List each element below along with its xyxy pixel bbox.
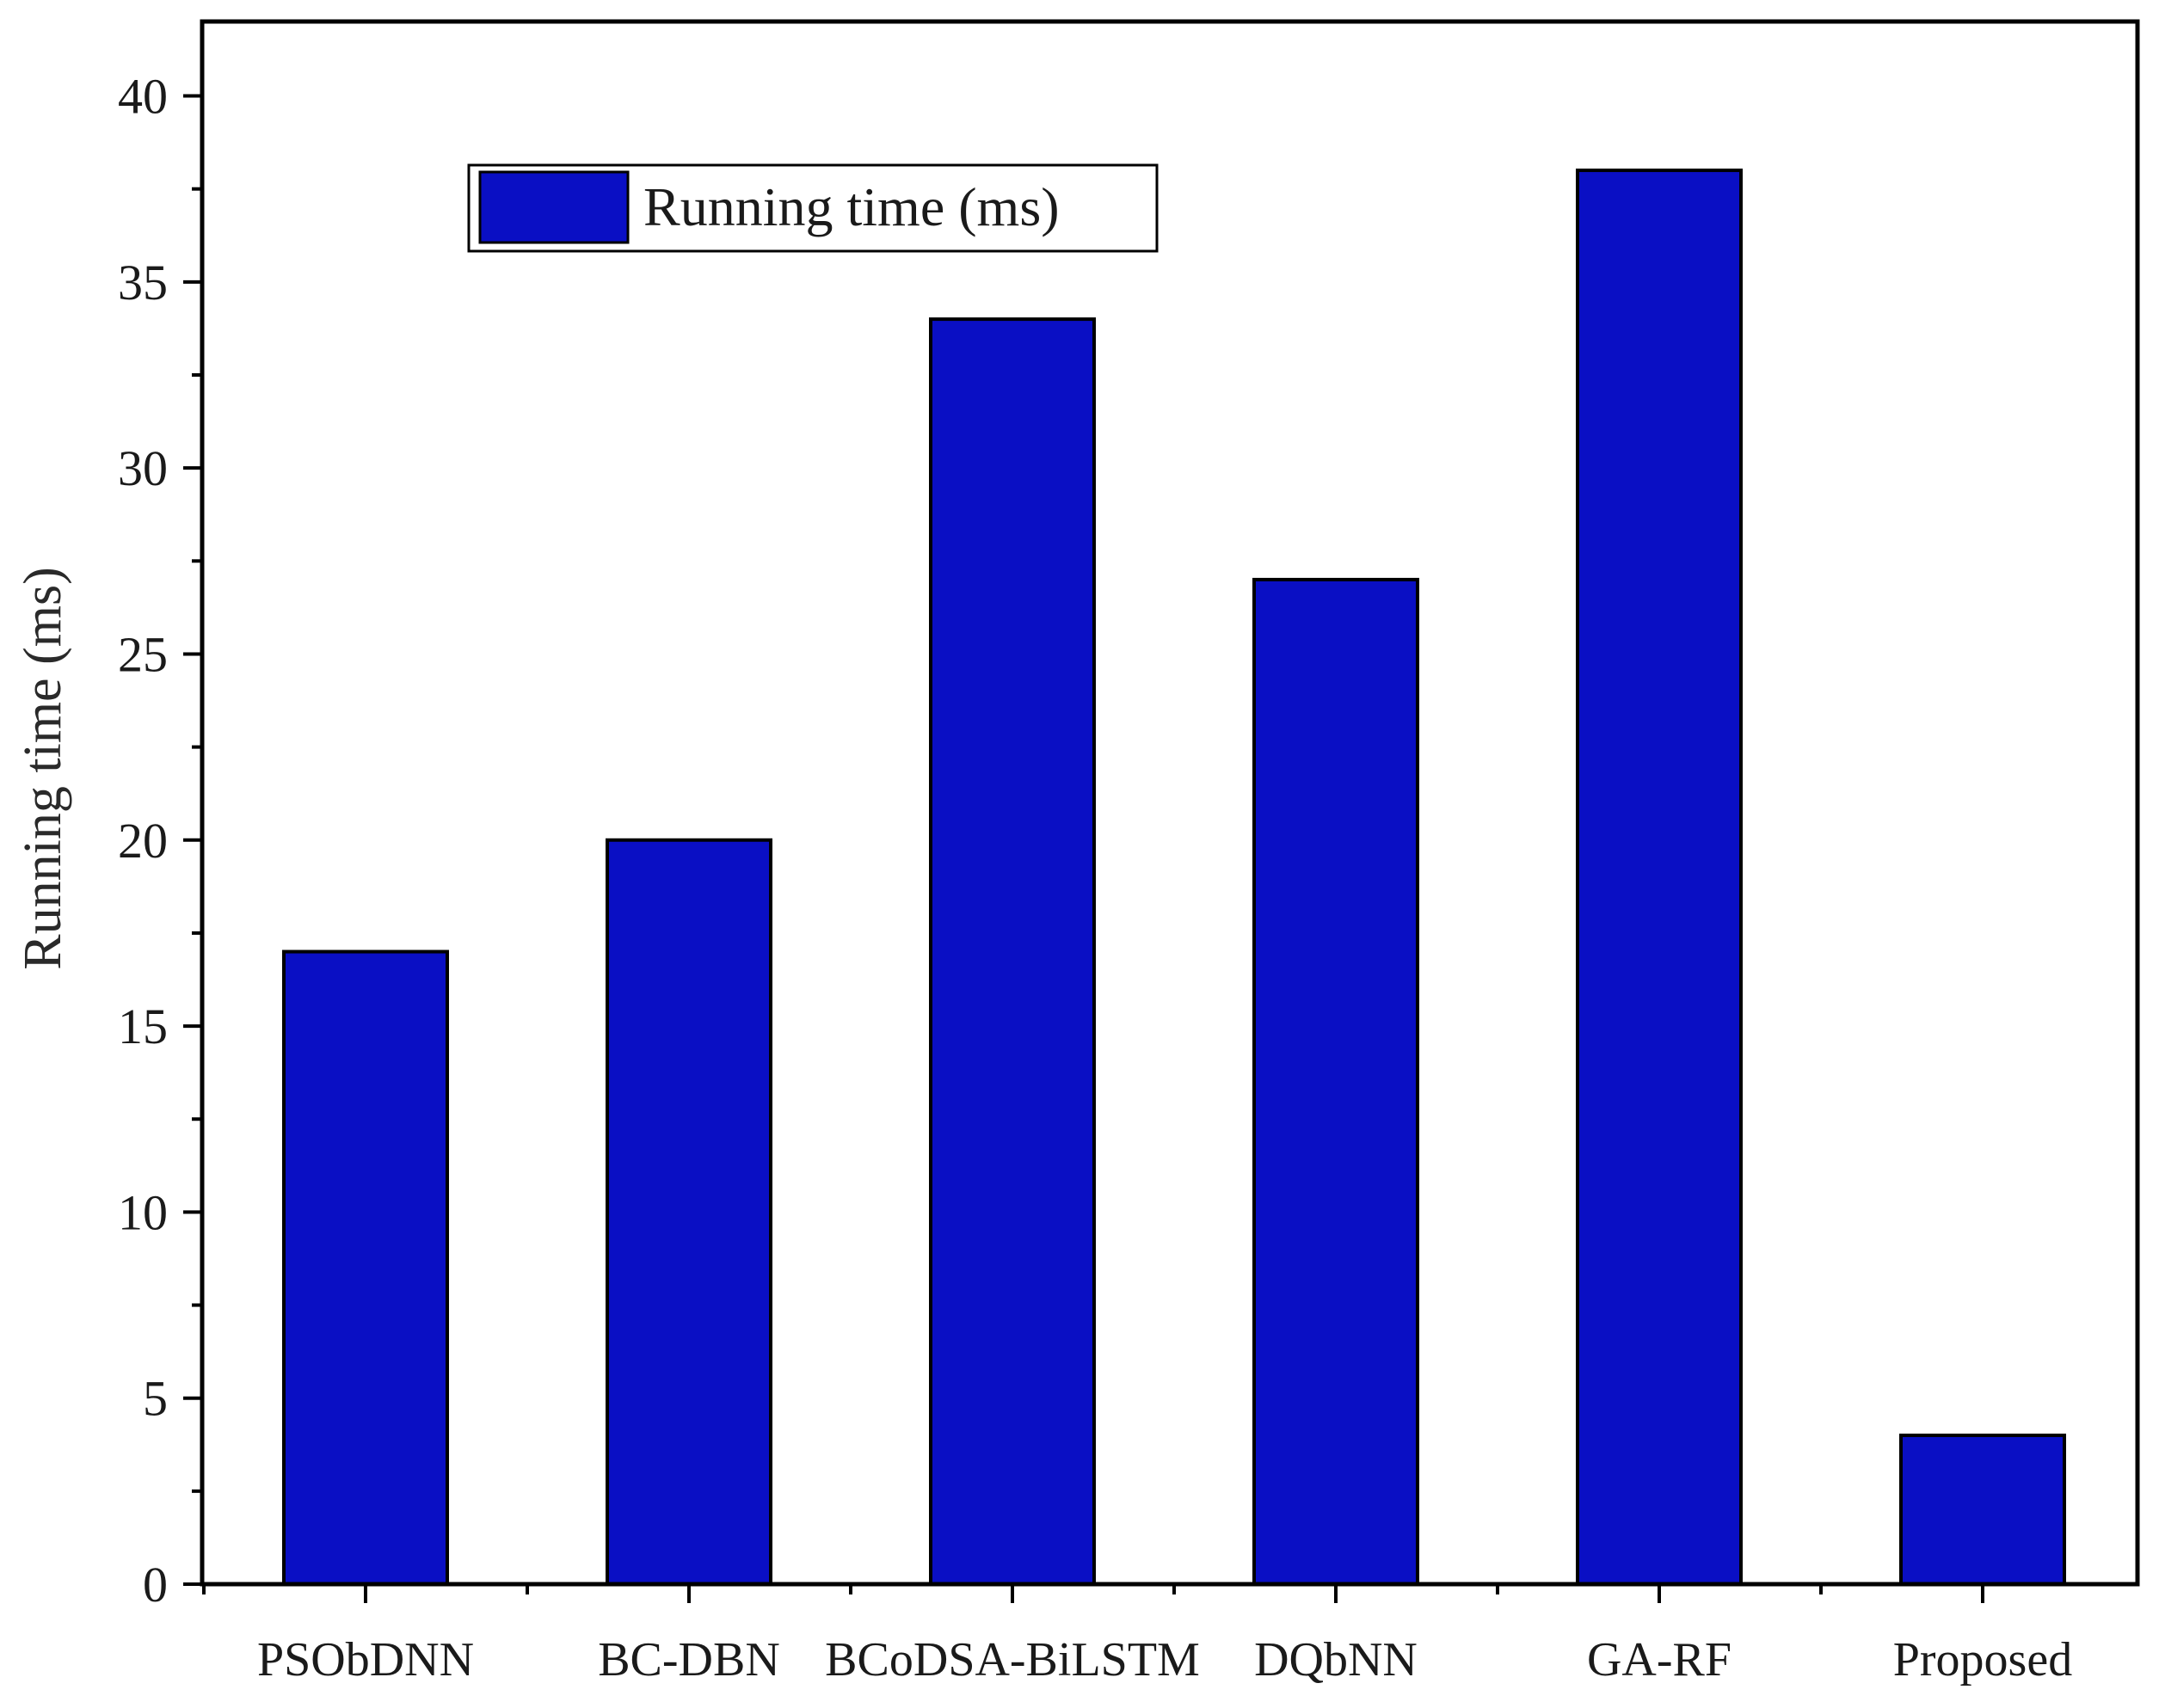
y-tick-label: 25 — [118, 626, 168, 682]
x-tick-label: PSObDNN — [257, 1633, 474, 1686]
legend-label: Running time (ms) — [643, 176, 1060, 237]
bar-dqbnn — [1252, 577, 1419, 1586]
legend-swatch — [478, 170, 630, 244]
bar-bc-dbn — [606, 838, 772, 1586]
y-axis-title: Running time (ms) — [14, 567, 72, 969]
x-tick-label: BCoDSA-BiLSTM — [825, 1633, 1200, 1686]
bar-ga-rf — [1576, 169, 1743, 1587]
legend: Running time (ms) — [467, 163, 1159, 253]
bars — [282, 169, 2066, 1587]
y-tick-label: 15 — [118, 998, 168, 1054]
x-tick-label: BC-DBN — [598, 1633, 780, 1686]
y-tick-label: 30 — [118, 440, 168, 496]
x-axis-ticks: PSObDNN BC-DBN BCoDSA-BiLSTM DQbNN GA-RF Prop… — [202, 1584, 2072, 1686]
x-tick-label: DQbNN — [1254, 1633, 1418, 1686]
bar-bcodsa-bilstm — [929, 317, 1096, 1587]
y-tick-label: 10 — [118, 1184, 168, 1240]
plot-frame — [200, 19, 2140, 1587]
y-tick-label: 5 — [143, 1371, 168, 1427]
x-tick-label: Proposed — [1893, 1633, 2072, 1686]
y-tick-label: 40 — [118, 69, 168, 125]
y-tick-label: 0 — [143, 1557, 168, 1613]
bar-proposed — [1899, 1433, 2066, 1587]
bar-psobdnn — [282, 949, 449, 1586]
x-tick-label: GA-RF — [1587, 1633, 1732, 1686]
y-tick-label: 20 — [118, 813, 168, 869]
y-tick-label: 35 — [118, 255, 168, 310]
y-axis-ticks: 0 5 10 15 20 25 30 35 40 — [118, 69, 202, 1613]
